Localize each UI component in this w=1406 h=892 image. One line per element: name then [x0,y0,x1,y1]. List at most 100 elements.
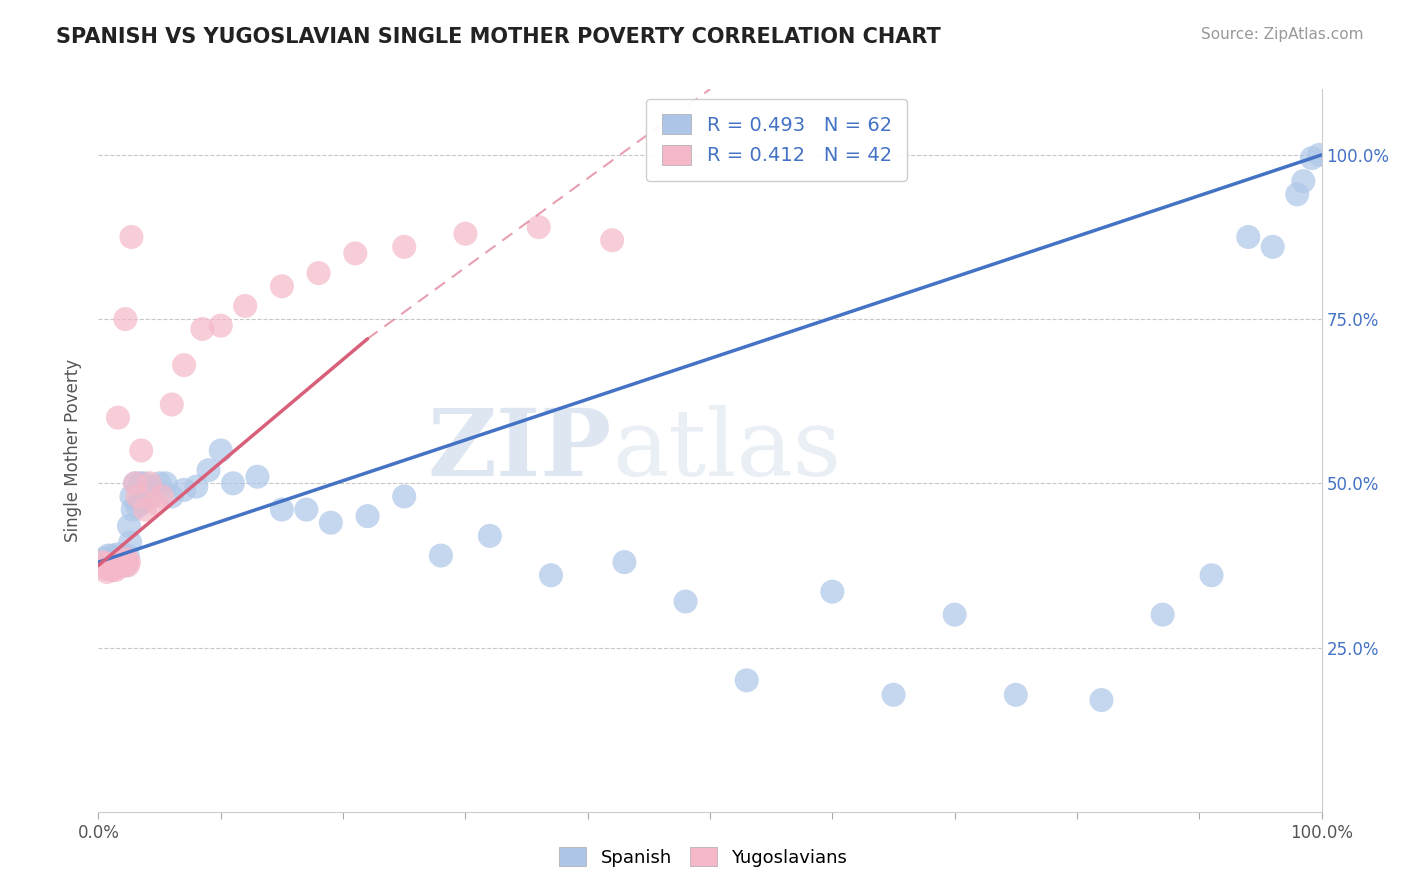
Point [97,558,120,573]
Point [675,594,697,608]
Text: ZIP: ZIP [427,406,612,495]
Point [112,549,135,564]
Text: atlas: atlas [612,406,841,495]
Point [149,476,172,491]
Point [127,500,149,514]
Point [100,562,122,576]
Point [121,502,143,516]
Text: SPANISH VS YUGOSLAVIAN SINGLE MOTHER POVERTY CORRELATION CHART: SPANISH VS YUGOSLAVIAN SINGLE MOTHER POV… [56,27,941,46]
Point [308,266,330,280]
Point [117,549,139,563]
Point [111,557,134,571]
Point [392,490,416,504]
Point [1301,151,1323,165]
Point [124,476,146,491]
Point [233,299,256,313]
Point [108,555,131,569]
Point [127,490,149,504]
Point [94,557,117,571]
Point [118,555,141,569]
Point [101,549,124,563]
Point [173,483,195,497]
Point [134,476,156,491]
Point [943,607,966,622]
Point [101,558,124,573]
Point [107,410,129,425]
Point [197,463,219,477]
Point [1201,568,1223,582]
Point [209,443,232,458]
Y-axis label: Single Mother Poverty: Single Mother Poverty [65,359,83,542]
Point [735,673,758,688]
Point [111,555,134,569]
Point [114,558,136,573]
Point [120,535,142,549]
Point [1237,230,1260,244]
Point [186,480,208,494]
Point [112,557,135,571]
Point [110,558,132,573]
Point [600,233,623,247]
Point [105,555,128,569]
Point [1286,187,1309,202]
Point [139,490,162,504]
Point [91,555,114,569]
Point [344,246,367,260]
Point [115,551,138,566]
Point [98,555,121,569]
Text: Source: ZipAtlas.com: Source: ZipAtlas.com [1201,27,1364,42]
Point [883,688,905,702]
Point [160,397,183,411]
Point [93,562,115,576]
Point [270,502,294,516]
Point [111,554,134,568]
Point [142,483,165,497]
Point [117,558,139,573]
Point [295,502,318,516]
Point [150,490,173,504]
Point [105,560,128,574]
Point [110,551,132,566]
Point [129,443,152,458]
Point [108,558,131,573]
Point [191,322,214,336]
Point [96,565,118,579]
Point [114,312,136,326]
Point [392,240,416,254]
Point [160,490,183,504]
Point [155,476,177,491]
Point [145,496,167,510]
Point [1308,148,1330,162]
Point [124,476,146,491]
Point [118,519,141,533]
Point [103,560,125,574]
Point [1261,240,1284,254]
Point [129,476,152,491]
Point [209,318,232,333]
Point [115,555,138,569]
Point [1004,688,1026,702]
Point [319,516,342,530]
Point [98,562,121,576]
Point [173,358,195,372]
Point [97,549,120,563]
Point [270,279,294,293]
Point [120,230,142,244]
Point [527,220,550,235]
Point [821,584,844,599]
Point [613,555,636,569]
Point [111,558,134,573]
Point [540,568,562,582]
Point [103,551,125,566]
Point [246,469,269,483]
Legend: R = 0.493   N = 62, R = 0.412   N = 42: R = 0.493 N = 62, R = 0.412 N = 42 [647,99,907,181]
Point [107,547,129,561]
Point [104,557,127,571]
Point [120,490,142,504]
Point [1152,607,1174,622]
Point [430,549,453,563]
Legend: Spanish, Yugoslavians: Spanish, Yugoslavians [551,840,855,874]
Point [356,509,378,524]
Point [139,476,162,491]
Point [131,496,153,510]
